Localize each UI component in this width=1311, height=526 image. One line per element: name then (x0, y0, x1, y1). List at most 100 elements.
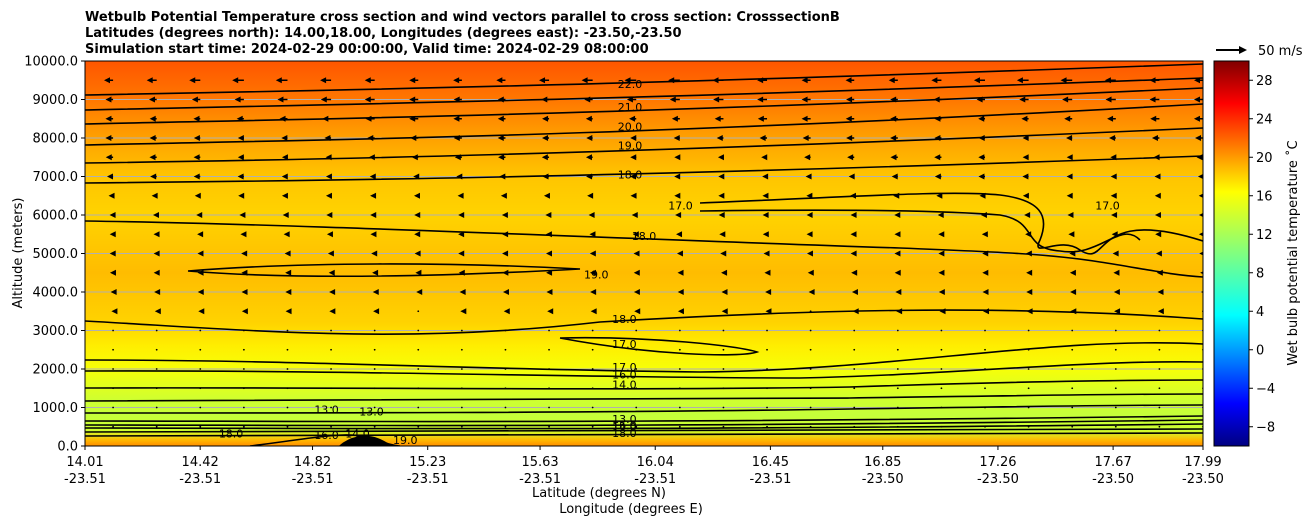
wind-vector-head (458, 231, 465, 238)
wind-vector-head (891, 173, 898, 180)
wind-vector-head (281, 192, 288, 199)
wind-vector-head (765, 289, 772, 295)
wind-vector-head (545, 250, 552, 257)
wind-vector-head (1112, 250, 1119, 257)
wind-vector-head (804, 154, 811, 161)
wind-vector-head (633, 269, 640, 276)
wind-vector-head (933, 96, 940, 103)
wind-vector-head (1156, 269, 1163, 276)
y-tick-label: 3000.0 (33, 324, 79, 339)
wind-vector-head (765, 308, 772, 315)
wind-vector-head (501, 212, 508, 218)
wind-vector-head (631, 212, 638, 218)
wind-vector-head (845, 77, 852, 84)
wind-vector-head (153, 250, 160, 257)
wind-vector-head (624, 77, 631, 84)
wind-vector-head (590, 308, 597, 315)
wind-vector (635, 387, 638, 390)
wind-vector-head (850, 250, 857, 257)
wind-vector-head (1019, 96, 1026, 103)
wind-vector-head (1022, 173, 1029, 180)
x-axis-label: Latitude (degrees N) (532, 486, 666, 501)
wind-vector-head (460, 308, 467, 315)
wind-vector (1027, 348, 1030, 351)
wind-vector-head (1149, 77, 1156, 84)
x-tick-label-lat: 16.85 (864, 455, 901, 470)
wind-vector-head (193, 154, 200, 161)
wind-vector-head (938, 250, 945, 257)
wind-vector (330, 368, 332, 370)
wind-vector (591, 348, 594, 351)
wind-vector (155, 329, 158, 332)
wind-vector (199, 387, 202, 390)
wind-vector (940, 348, 943, 351)
wind-vector-head (587, 192, 594, 199)
wind-vector-head (496, 77, 503, 84)
colorbar-ticks: −8 −4 0 4 8 12 16 20 24 28 (1249, 74, 1275, 435)
wind-vector (199, 348, 202, 351)
wind-vector (984, 387, 986, 390)
wind-vector-head (931, 77, 938, 84)
wind-vector (112, 425, 114, 428)
wind-vector-head (497, 96, 504, 103)
wind-vector-head (846, 135, 853, 141)
wind-vector-head (801, 96, 808, 103)
wind-vector-head (894, 250, 901, 257)
x-tick-label-lon: -23.51 (64, 472, 106, 487)
wind-vector (940, 368, 943, 370)
contour-line (85, 419, 1203, 427)
wind-vector-head (668, 77, 675, 84)
wind-vector (853, 406, 856, 409)
wind-vector-head (720, 250, 727, 257)
wind-vector-head (714, 115, 721, 122)
wind-vector-head (581, 77, 588, 84)
wind-vector-head (327, 250, 334, 257)
wind-vector-head (237, 135, 244, 141)
wind-vector-head (719, 231, 726, 238)
wind-vector (896, 329, 899, 332)
wind-vector (1114, 368, 1117, 370)
wind-vector-head (414, 250, 421, 257)
wind-vector-head (151, 192, 158, 199)
wind-vector (896, 368, 899, 370)
wind-vector (678, 329, 681, 332)
wind-vector-head (1110, 192, 1117, 199)
wind-vector-head (409, 77, 416, 84)
wind-vector-head (456, 173, 463, 180)
wind-vector-head (982, 250, 989, 257)
wind-vector (940, 329, 943, 332)
wind-vector (155, 425, 158, 428)
wind-vector-head (282, 212, 289, 218)
wind-vector-head (937, 212, 944, 218)
wind-vector-head (415, 269, 422, 276)
wind-vector (1158, 406, 1161, 409)
wind-vector-head (1155, 231, 1162, 238)
wind-vector (853, 368, 856, 370)
y-tick-label: 4000.0 (33, 286, 79, 301)
wind-vector (242, 425, 245, 428)
wind-vector-head (453, 135, 460, 141)
wind-vector-head (372, 269, 379, 276)
contour-line (85, 404, 1203, 414)
wind-vector-head (1066, 173, 1073, 180)
wind-vector-head (371, 250, 378, 257)
wind-vector-head (677, 269, 684, 276)
wind-vector (766, 425, 768, 428)
wind-vector-head (154, 289, 161, 295)
wind-vector (1114, 425, 1117, 428)
wind-vector-head (936, 192, 943, 199)
wind-vector (548, 406, 550, 409)
wind-vector-head (285, 269, 292, 276)
y-tick-label: 2000.0 (33, 363, 79, 378)
wind-vector (1027, 329, 1030, 332)
contour-label: 17.0 (1095, 199, 1120, 212)
wind-vector (199, 425, 202, 428)
contour-lines (85, 63, 1203, 446)
wind-vector-head (761, 154, 768, 161)
contour-line (699, 209, 1141, 253)
wind-vector-head (109, 212, 116, 218)
wind-vector (853, 387, 856, 390)
wind-vector-head (109, 250, 116, 257)
wind-vector-head (370, 231, 377, 238)
wind-vector-head (329, 308, 336, 315)
